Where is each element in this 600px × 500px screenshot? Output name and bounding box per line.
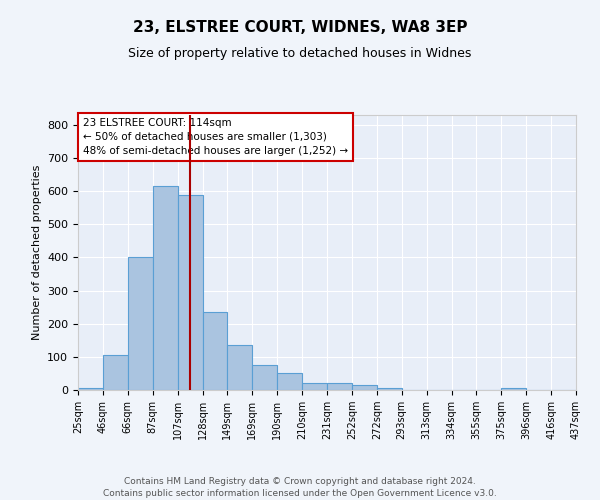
Text: Size of property relative to detached houses in Widnes: Size of property relative to detached ho… [128,48,472,60]
Bar [377,388,402,390]
Bar [152,186,178,390]
Text: 23 ELSTREE COURT: 114sqm
← 50% of detached houses are smaller (1,303)
48% of sem: 23 ELSTREE COURT: 114sqm ← 50% of detach… [83,118,348,156]
Y-axis label: Number of detached properties: Number of detached properties [32,165,41,340]
Text: 23, ELSTREE COURT, WIDNES, WA8 3EP: 23, ELSTREE COURT, WIDNES, WA8 3EP [133,20,467,35]
Text: Contains public sector information licensed under the Open Government Licence v3: Contains public sector information licen… [103,489,497,498]
Bar [128,258,153,390]
Bar [227,346,253,390]
Bar [203,312,227,390]
Bar [352,385,377,390]
Bar [302,382,327,390]
Bar [327,382,352,390]
Bar [178,194,203,390]
Bar [502,388,526,390]
Bar [277,374,302,390]
Bar [253,365,277,390]
Text: Contains HM Land Registry data © Crown copyright and database right 2024.: Contains HM Land Registry data © Crown c… [124,478,476,486]
Bar [78,388,103,390]
Bar [103,355,128,390]
